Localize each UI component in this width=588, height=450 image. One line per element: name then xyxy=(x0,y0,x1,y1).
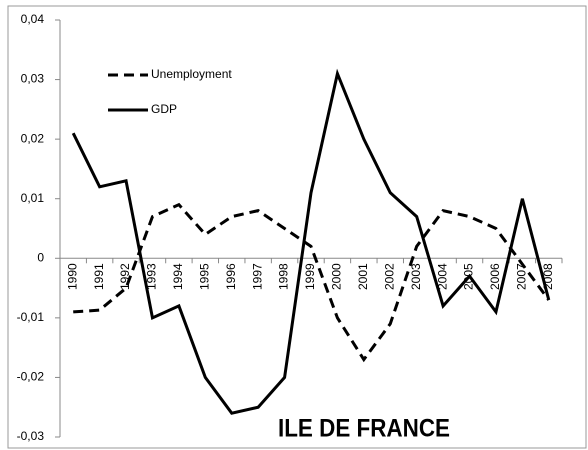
y-tick-label: 0,01 xyxy=(21,191,45,205)
y-tick-label: 0,04 xyxy=(21,12,45,26)
y-tick-label: -0,01 xyxy=(17,310,45,324)
y-tick-label: 0 xyxy=(37,250,44,264)
x-tick-label: 1990 xyxy=(65,263,79,290)
x-tick-label: 2003 xyxy=(409,263,423,290)
annotation: ILE DE FRANCE xyxy=(278,415,450,443)
y-tick-label: -0,03 xyxy=(17,429,45,443)
x-tick-label: 2007 xyxy=(515,263,529,290)
x-tick-label: 1999 xyxy=(303,263,317,290)
x-tick-label: 2002 xyxy=(382,263,396,290)
x-tick-label: 1996 xyxy=(224,263,238,290)
x-tick-label: 1997 xyxy=(250,263,264,290)
legend-label: GDP xyxy=(151,102,177,116)
x-tick-label: 2000 xyxy=(330,263,344,290)
y-tick-label: -0,02 xyxy=(17,370,45,384)
chart-frame xyxy=(7,5,587,449)
x-tick-label: 1993 xyxy=(145,263,159,290)
x-tick-label: 1994 xyxy=(171,263,185,290)
x-tick-label: 1991 xyxy=(92,263,106,290)
x-tick-label: 2001 xyxy=(356,263,370,290)
x-tick-label: 2006 xyxy=(488,263,502,290)
series-line xyxy=(71,68,551,415)
series-line xyxy=(73,202,550,363)
x-tick-label: 1998 xyxy=(277,263,291,290)
y-tick-label: 0,03 xyxy=(21,72,45,86)
y-tick-label: 0,02 xyxy=(21,131,45,145)
x-tick-label: 1995 xyxy=(197,263,211,290)
legend-label: Unemployment xyxy=(151,67,232,81)
x-tick-label: 2004 xyxy=(435,263,449,290)
